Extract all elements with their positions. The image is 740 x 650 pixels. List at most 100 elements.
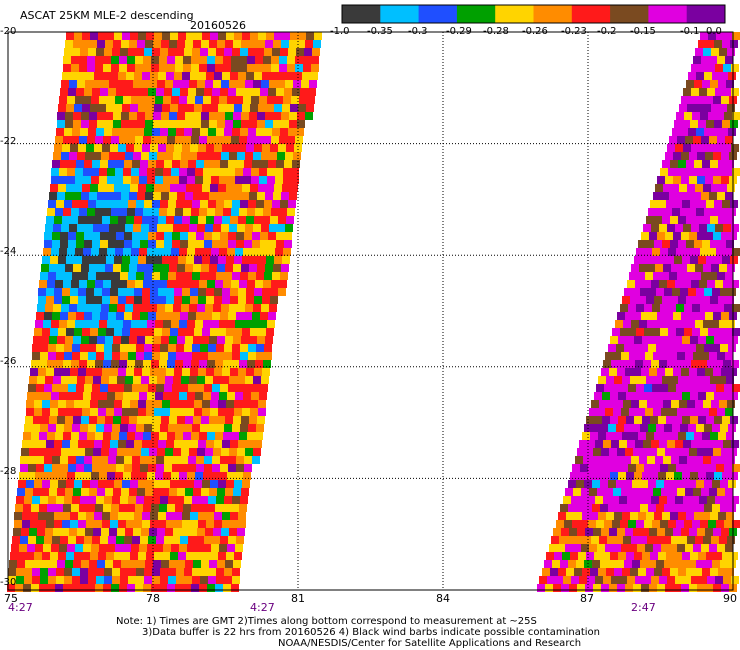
data-cell	[652, 384, 660, 392]
data-cell	[27, 392, 35, 400]
data-cell	[100, 88, 108, 96]
data-cell	[244, 312, 252, 320]
data-cell	[38, 512, 46, 520]
data-cell	[227, 472, 235, 480]
data-cell	[716, 32, 724, 40]
data-cell	[280, 200, 288, 208]
data-cell	[696, 344, 704, 352]
data-cell	[568, 504, 576, 512]
data-cell	[571, 576, 579, 584]
data-cell	[190, 512, 198, 520]
data-cell	[693, 488, 701, 496]
data-cell	[121, 120, 129, 128]
data-cell	[98, 328, 106, 336]
data-cell	[40, 352, 48, 360]
data-cell	[206, 440, 214, 448]
data-cell	[108, 536, 116, 544]
data-cell	[62, 368, 70, 376]
data-cell	[712, 504, 720, 512]
data-cell	[17, 488, 25, 496]
data-cell	[214, 288, 222, 296]
data-cell	[92, 464, 100, 472]
data-cell	[64, 352, 72, 360]
data-cell	[97, 416, 105, 424]
data-cell	[103, 56, 111, 64]
data-cell	[213, 224, 221, 232]
data-cell	[225, 416, 233, 424]
data-cell	[112, 200, 120, 208]
data-cell	[644, 328, 652, 336]
data-cell	[63, 504, 71, 512]
data-cell	[45, 376, 53, 384]
data-cell	[283, 168, 291, 176]
data-cell	[639, 456, 647, 464]
data-cell	[691, 88, 699, 96]
data-cell	[134, 296, 142, 304]
data-cell	[294, 144, 302, 152]
data-cell	[634, 256, 642, 264]
data-cell	[123, 544, 131, 552]
data-cell	[20, 464, 28, 472]
data-cell	[579, 576, 587, 584]
data-cell	[147, 96, 155, 104]
data-cell	[99, 392, 107, 400]
data-cell	[244, 384, 252, 392]
data-cell	[281, 192, 289, 200]
data-cell	[730, 552, 738, 560]
data-cell	[96, 344, 104, 352]
data-cell	[122, 408, 130, 416]
data-cell	[622, 568, 630, 576]
data-cell	[722, 40, 730, 48]
data-cell	[178, 32, 186, 40]
data-cell	[707, 224, 715, 232]
data-cell	[285, 224, 293, 232]
data-cell	[217, 40, 225, 48]
data-cell	[643, 440, 651, 448]
data-cell	[599, 536, 607, 544]
data-cell	[707, 64, 715, 72]
data-cell	[74, 104, 82, 112]
data-cell	[284, 240, 292, 248]
data-cell	[158, 368, 166, 376]
data-cell	[108, 384, 116, 392]
data-cell	[71, 584, 79, 592]
data-cell	[668, 168, 676, 176]
data-cell	[708, 168, 716, 176]
data-cell	[237, 304, 245, 312]
data-cell	[129, 264, 137, 272]
data-cell	[149, 528, 157, 536]
data-cell	[717, 488, 725, 496]
data-cell	[172, 312, 180, 320]
data-cell	[72, 576, 80, 584]
data-cell	[262, 144, 270, 152]
data-cell	[102, 296, 110, 304]
data-cell	[87, 56, 95, 64]
data-cell	[688, 208, 696, 216]
data-cell	[250, 256, 258, 264]
data-cell	[589, 544, 597, 552]
data-cell	[119, 360, 127, 368]
data-cell	[214, 520, 222, 528]
data-cell	[11, 544, 19, 552]
data-cell	[117, 448, 125, 456]
data-cell	[97, 560, 105, 568]
data-cell	[202, 408, 210, 416]
data-cell	[708, 32, 716, 40]
data-cell	[147, 168, 155, 176]
data-cell	[147, 472, 155, 480]
data-cell	[687, 264, 695, 272]
data-cell	[18, 552, 26, 560]
data-cell	[23, 504, 31, 512]
data-cell	[148, 384, 156, 392]
data-cell	[546, 552, 554, 560]
data-cell	[16, 496, 24, 504]
data-cell	[665, 584, 673, 592]
data-cell	[100, 312, 108, 320]
data-cell	[72, 128, 80, 136]
data-cell	[36, 456, 44, 464]
data-cell	[155, 320, 163, 328]
data-cell	[155, 168, 163, 176]
data-cell	[138, 400, 146, 408]
data-cell	[714, 392, 722, 400]
data-cell	[661, 408, 669, 416]
